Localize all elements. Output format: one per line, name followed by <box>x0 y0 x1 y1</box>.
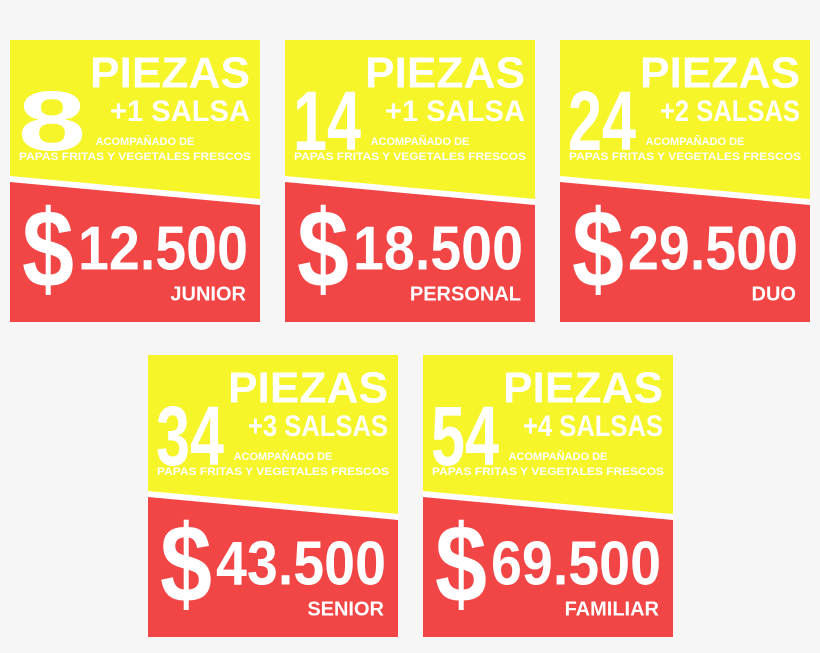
price: 43.500 <box>216 529 386 598</box>
price: 12.500 <box>78 214 248 283</box>
sauce: +3 SALSAS <box>248 410 388 443</box>
card-bottom <box>10 182 260 322</box>
piece-unit: PIEZAS <box>365 49 525 98</box>
plan-name: JUNIOR <box>170 283 246 305</box>
description: ACOMPAÑADO DE <box>646 135 745 148</box>
description: PAPAS FRITAS Y VEGETALES FRESCOS <box>19 151 251 163</box>
card-bottom <box>423 497 673 637</box>
piece-unit: PIEZAS <box>228 364 388 413</box>
card-bottom <box>148 497 398 637</box>
description: ACOMPAÑADO DE <box>234 450 333 463</box>
piece-unit: PIEZAS <box>503 364 663 413</box>
description: ACOMPAÑADO DE <box>96 135 195 148</box>
price: 29.500 <box>628 214 798 283</box>
piece-count: 14 <box>293 74 361 168</box>
currency: $ <box>297 188 349 311</box>
description: PAPAS FRITAS Y VEGETALES FRESCOS <box>294 151 526 163</box>
price: 69.500 <box>491 529 661 598</box>
card-bottom <box>285 182 535 322</box>
plan-name: FAMILIAR <box>565 598 660 620</box>
card-bottom <box>560 182 810 322</box>
description: ACOMPAÑADO DE <box>509 450 608 463</box>
description: ACOMPAÑADO DE <box>371 135 470 148</box>
piece-count: 34 <box>156 389 224 483</box>
plan-name: PERSONAL <box>410 283 521 305</box>
piece-unit: PIEZAS <box>640 49 800 98</box>
description: PAPAS FRITAS Y VEGETALES FRESCOS <box>432 466 664 478</box>
sauce: +2 SALSAS <box>660 95 800 128</box>
currency: $ <box>572 188 624 311</box>
plan-name: DUO <box>752 283 796 305</box>
currency: $ <box>160 503 212 626</box>
piece-count: 8 <box>18 74 86 168</box>
description: PAPAS FRITAS Y VEGETALES FRESCOS <box>569 151 801 163</box>
piece-unit: PIEZAS <box>90 49 250 98</box>
sauce: +1 SALSA <box>385 95 525 128</box>
sauce: +1 SALSA <box>110 95 250 128</box>
currency: $ <box>22 188 74 311</box>
description: PAPAS FRITAS Y VEGETALES FRESCOS <box>157 466 389 478</box>
sauce: +4 SALSAS <box>523 410 663 443</box>
piece-count: 24 <box>568 74 636 168</box>
plan-name: SENIOR <box>307 598 384 620</box>
piece-count: 54 <box>431 389 499 483</box>
currency: $ <box>435 503 487 626</box>
price: 18.500 <box>353 214 523 283</box>
